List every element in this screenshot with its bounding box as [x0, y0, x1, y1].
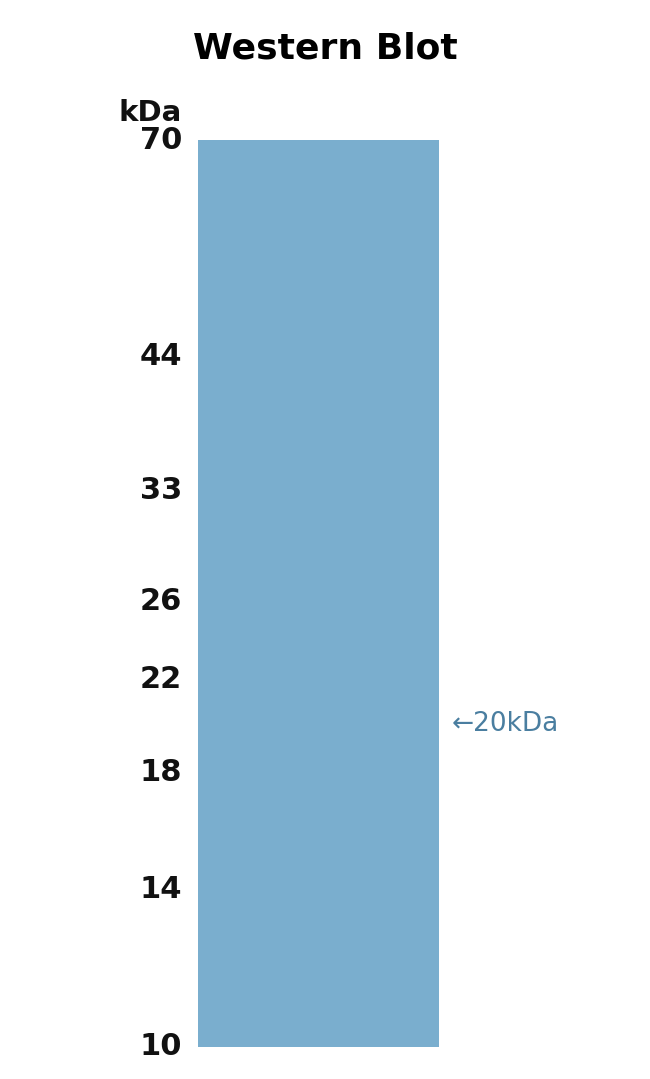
Text: 33: 33	[140, 476, 182, 505]
Text: 26: 26	[140, 587, 182, 616]
Text: 70: 70	[140, 126, 182, 154]
Text: 44: 44	[140, 342, 182, 371]
Text: 10: 10	[140, 1033, 182, 1061]
Text: Western Blot: Western Blot	[192, 31, 458, 66]
Text: ←20kDa: ←20kDa	[452, 711, 559, 737]
Text: 18: 18	[140, 759, 182, 788]
Text: 14: 14	[140, 875, 182, 904]
Text: kDa: kDa	[119, 99, 182, 127]
Text: 22: 22	[140, 665, 182, 694]
